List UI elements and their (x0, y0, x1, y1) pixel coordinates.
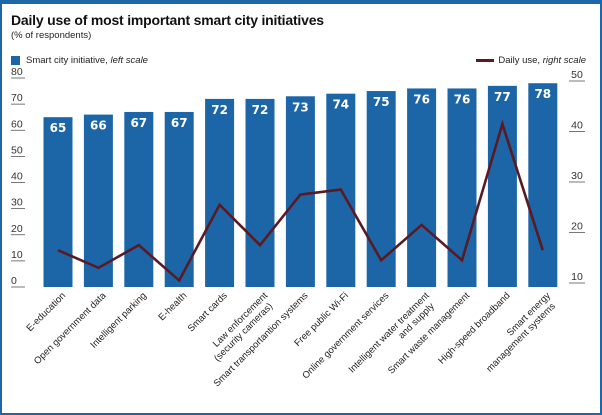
bar (488, 86, 517, 287)
left-tick-label: 20 (11, 223, 23, 235)
left-tick-label: 70 (11, 92, 23, 104)
bar-value-label: 74 (332, 98, 349, 112)
left-tick-label: 10 (11, 249, 23, 261)
right-tick-label: 30 (571, 170, 583, 182)
bar-value-label: 66 (90, 119, 107, 133)
bar-value-label: 75 (373, 95, 390, 109)
bar-value-label: 76 (454, 92, 471, 106)
bar (286, 96, 315, 287)
right-tick-label: 20 (571, 221, 583, 233)
left-tick-label: 40 (11, 171, 23, 183)
bar (407, 88, 436, 287)
right-tick-label: 40 (571, 120, 583, 132)
left-tick-label: 60 (11, 118, 23, 130)
bar-value-label: 76 (413, 92, 430, 106)
bar-value-label: 67 (171, 116, 188, 130)
left-tick-label: 80 (11, 66, 23, 78)
left-tick-label: 30 (11, 197, 23, 209)
left-tick-label: 0 (11, 275, 17, 287)
bar (205, 99, 234, 287)
category-label: Open government data (32, 290, 109, 367)
bar-value-label: 67 (130, 116, 147, 130)
left-tick-label: 50 (11, 144, 23, 156)
right-tick-label: 10 (571, 271, 583, 283)
category-label: Smart energymanagement systems (477, 290, 561, 374)
bar (528, 83, 557, 287)
bar-value-label: 72 (252, 103, 269, 117)
bar (246, 99, 275, 287)
bar (367, 91, 396, 287)
bar-value-label: 73 (292, 100, 309, 114)
bar (44, 117, 73, 287)
bar-value-label: 72 (211, 103, 228, 117)
category-label: E-health (157, 290, 190, 323)
bar-value-label: 78 (534, 87, 551, 101)
bar (124, 112, 153, 287)
bar-value-label: 77 (494, 90, 511, 104)
category-label-line: E-health (157, 290, 190, 323)
category-label: Smart cards (186, 290, 230, 334)
category-label-line: E-education (24, 290, 68, 334)
category-label: E-education (24, 290, 68, 334)
category-label-line: Smart cards (186, 290, 230, 334)
bar-value-label: 65 (50, 121, 67, 135)
category-label-line: Open government data (32, 290, 109, 367)
right-tick-label: 50 (571, 69, 583, 81)
category-label-line: Intelligent water treatment (347, 290, 432, 375)
